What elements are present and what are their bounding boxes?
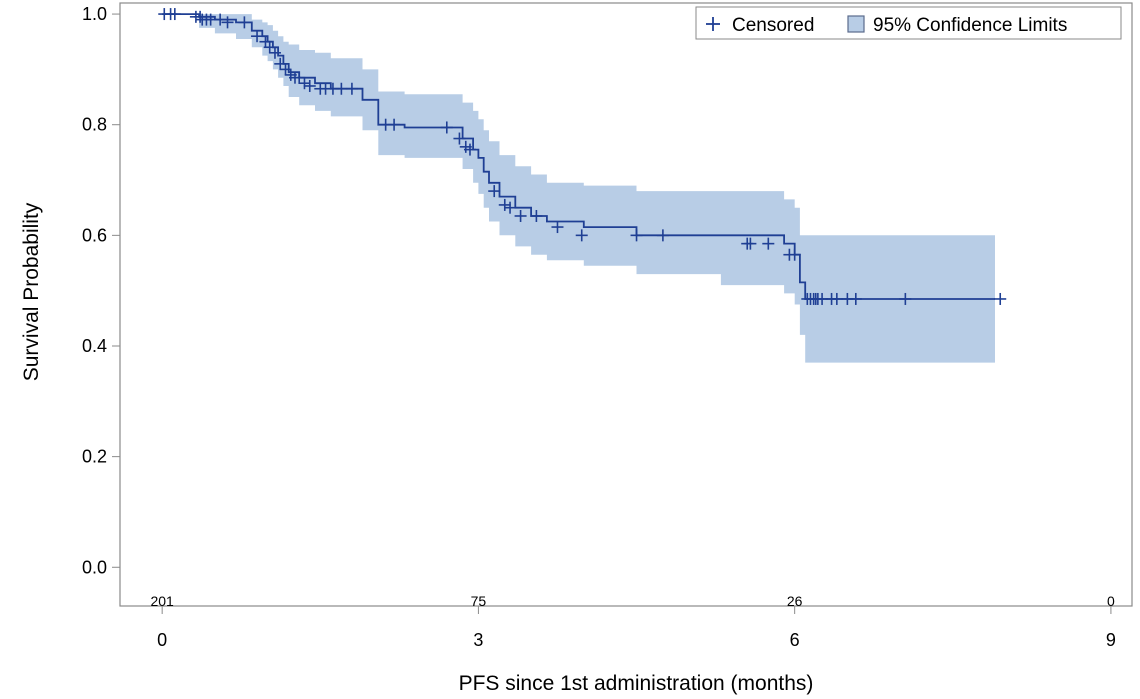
censored-marker [251,30,264,43]
censored-marker [530,209,543,222]
censored-marker [788,248,801,261]
x-tick-label: 3 [473,630,483,650]
y-tick-label: 0.0 [82,557,107,577]
x-axis-title: PFS since 1st administration (months) [459,672,814,695]
legend-frame [695,6,1122,40]
confidence-band-layer [162,14,995,363]
censored-marker [279,63,292,76]
censored-marker [504,201,517,214]
number-at-risk-label: 0 [1107,593,1115,609]
confidence-band [162,14,995,363]
x-tick-label: 9 [1106,630,1116,650]
y-tick-label: 1.0 [82,4,107,24]
legend: Censored 95% Confidence Limits [695,6,1122,40]
censored-marker [849,292,862,305]
censored-marker [194,10,207,23]
censored-marker [303,79,316,92]
plot-area-frame [119,2,1133,607]
censored-marker [899,292,912,305]
censored-marker [298,77,311,90]
y-tick-label: 0.2 [82,447,107,467]
censored-marker [498,198,511,211]
y-tick-label: 0.8 [82,115,107,135]
censored-marker [168,8,181,21]
censored-marker [335,82,348,95]
censored-marker [221,16,234,29]
legend-band-swatch [847,15,865,33]
censored-marker [453,132,466,145]
y-tick-label: 0.6 [82,225,107,245]
censored-marker [551,221,564,234]
number-at-risk-label: 201 [150,593,174,609]
x-tick-label: 0 [157,630,167,650]
censored-marker [293,71,306,84]
censored-marker [463,143,476,156]
censored-marker [440,121,453,134]
censored-marker [630,229,643,242]
x-tick-label: 6 [790,630,800,650]
censored-marker [345,82,358,95]
legend-censored-label: Censored [732,15,814,36]
number-at-risk-label: 26 [787,593,803,609]
censored-marker [214,13,227,26]
censored-marker [762,237,775,250]
y-axis-title: Survival Probability [20,202,43,381]
number-at-risk-row: 201 75 26 0 [150,593,1115,609]
censored-marker [744,237,757,250]
censored-marker [575,229,588,242]
y-axis: 0.0 0.2 0.4 0.6 0.8 1.0 [82,4,120,577]
censored-marker [514,209,527,222]
number-at-risk-label: 75 [471,593,487,609]
y-tick-label: 0.4 [82,336,107,356]
legend-band-label: 95% Confidence Limits [873,15,1067,36]
censored-marker [268,46,281,59]
x-axis: 0 3 6 9 [157,606,1116,650]
legend-censored-icon [706,17,720,31]
censored-marker [238,16,251,29]
censored-marker [830,292,843,305]
censored-marker [656,229,669,242]
censored-marker [388,118,401,131]
censored-marker [488,185,501,198]
censored-marker [994,292,1007,305]
censored-markers-layer [158,8,1007,305]
censored-marker [263,41,276,54]
censored-marker [274,57,287,70]
